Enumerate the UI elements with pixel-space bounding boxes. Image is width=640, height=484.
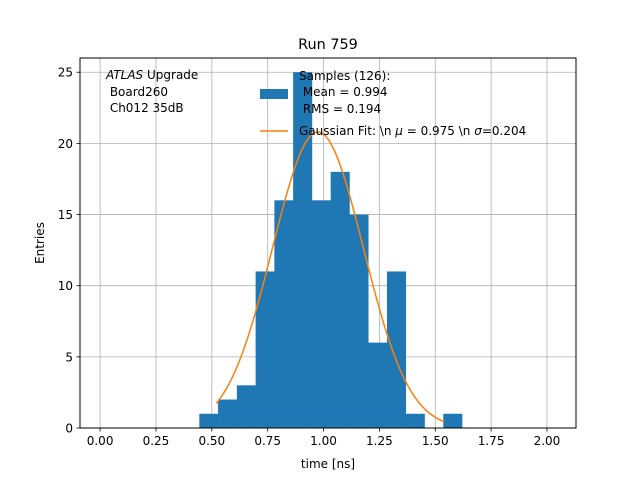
histogram-bar <box>368 342 388 428</box>
y-tick-label: 10 <box>58 279 73 293</box>
histogram-bar <box>236 385 256 428</box>
histogram-bar <box>255 271 275 428</box>
x-tick-label: 2.00 <box>534 434 561 448</box>
gaussian-fit-curve <box>215 131 445 423</box>
chart-title: Run 759 <box>298 37 358 53</box>
y-tick-label: 25 <box>58 66 73 80</box>
plot-frame <box>79 57 577 429</box>
histogram-bar <box>274 200 294 428</box>
x-tick-label: 0.50 <box>198 434 225 448</box>
legend-fit-mu-text: = 0.975 \n <box>403 124 474 138</box>
y-tick-label: 5 <box>65 350 73 364</box>
annotation-line-3: Ch012 35dB <box>106 101 184 115</box>
atlas-label: ATLAS <box>105 68 144 82</box>
legend-fit-mu-symbol: μ <box>394 124 403 138</box>
x-tick-label: 0.00 <box>87 434 114 448</box>
atlas-annotation: ATLAS Upgrade Board260 Ch012 35dB <box>105 68 198 115</box>
histogram-bar <box>311 200 331 428</box>
histogram-bar <box>218 399 238 428</box>
legend-fit-label: Gaussian Fit: \n μ = 0.975 \n σ=0.204 <box>299 124 526 138</box>
legend-samples-line-3: RMS = 0.194 <box>299 102 381 116</box>
y-tick-label: 15 <box>58 208 73 222</box>
legend-samples-line-2: Mean = 0.994 <box>299 85 388 99</box>
annotation-line-2: Board260 <box>106 85 168 99</box>
histogram-bar <box>443 413 463 428</box>
y-tick-label: 0 <box>65 422 73 436</box>
histogram-bar <box>349 214 369 428</box>
legend-samples-line-1: Samples (126): <box>299 69 390 83</box>
upgrade-label: Upgrade <box>143 68 198 82</box>
legend-samples-swatch <box>260 89 288 99</box>
x-tick-label: 1.00 <box>310 434 337 448</box>
axis-ticks: 0.00 0.25 0.50 0.75 1.00 1.25 1.50 1.75 2.00 0 5 10… <box>58 66 561 448</box>
legend: Samples (126): Mean = 0.994 RMS = 0.194 … <box>260 69 526 138</box>
x-tick-label: 0.25 <box>143 434 170 448</box>
legend-fit-sigma-symbol: σ <box>474 124 482 138</box>
annotation-line-1: ATLAS Upgrade <box>105 68 198 82</box>
x-tick-label: 1.50 <box>422 434 449 448</box>
x-tick-label: 1.25 <box>366 434 393 448</box>
legend-fit-prefix: Gaussian Fit: \n <box>299 124 395 138</box>
gaussian-fit <box>215 131 445 423</box>
histogram-bar <box>405 413 425 428</box>
histogram-bars <box>199 72 463 428</box>
x-tick-label: 1.75 <box>478 434 505 448</box>
y-axis-label: Entries <box>33 222 47 264</box>
histogram-bar <box>199 413 219 428</box>
y-tick-label: 20 <box>58 137 73 151</box>
x-tick-label: 0.75 <box>254 434 281 448</box>
histogram-bar <box>386 271 407 428</box>
x-axis-label: time [ns] <box>301 457 355 471</box>
legend-fit-sigma-text: =0.204 <box>482 124 526 138</box>
histogram-bar <box>330 171 350 428</box>
